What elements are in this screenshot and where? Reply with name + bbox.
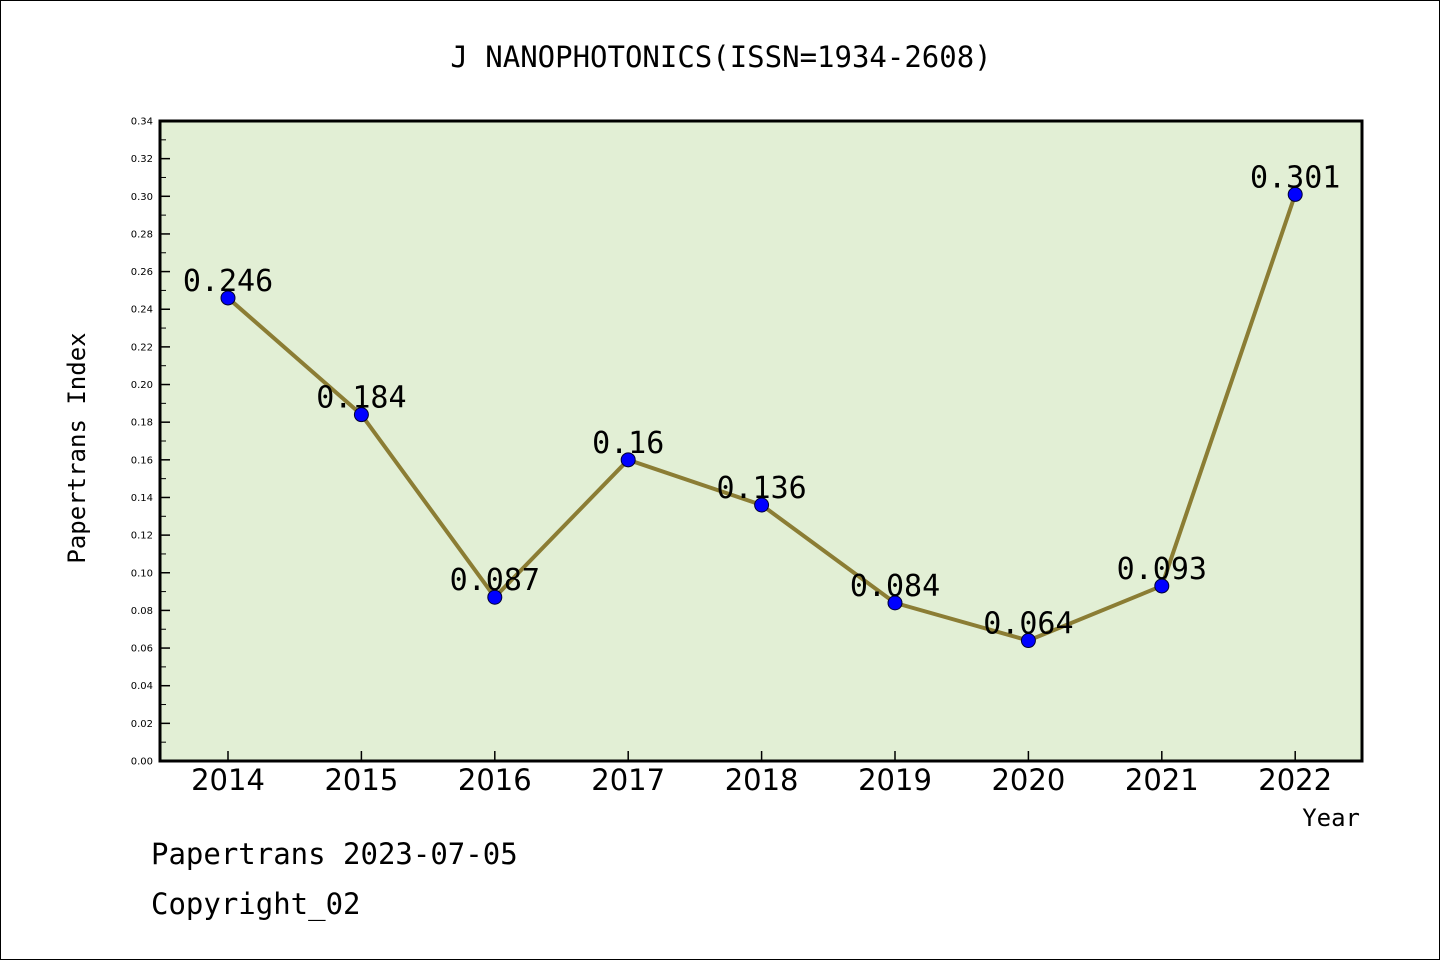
y-tick-label: 0.20 bbox=[131, 380, 153, 391]
x-tick-label: 2014 bbox=[191, 763, 265, 797]
y-axis-ticks: 0.00 0.02 0.04 0.06 0.08 0.10 0.12 0.14 0.16 0.18… bbox=[131, 117, 170, 768]
data-label: 0.084 bbox=[850, 569, 940, 604]
y-tick-label: 0.14 bbox=[131, 493, 153, 504]
y-tick-label: 0.08 bbox=[131, 606, 153, 617]
x-tick-label: 2020 bbox=[991, 763, 1065, 797]
x-tick-label: 2019 bbox=[858, 763, 932, 797]
data-point bbox=[620, 452, 636, 468]
data-label: 0.184 bbox=[316, 381, 406, 416]
data-label: 0.087 bbox=[450, 563, 540, 598]
data-label: 0.093 bbox=[1117, 552, 1207, 587]
data-label: 0.246 bbox=[183, 264, 273, 299]
x-tick-label: 2018 bbox=[725, 763, 799, 797]
y-tick-label: 0.26 bbox=[131, 267, 153, 278]
y-tick-label: 0.04 bbox=[131, 681, 153, 692]
data-point bbox=[887, 595, 903, 611]
y-tick-label: 0.24 bbox=[131, 305, 153, 316]
y-tick-label: 0.00 bbox=[131, 757, 153, 768]
y-tick-label: 0.22 bbox=[131, 342, 153, 353]
y-tick-label: 0.18 bbox=[131, 418, 153, 429]
data-point bbox=[754, 497, 770, 513]
y-tick-label: 0.12 bbox=[131, 531, 153, 542]
y-tick-label: 0.28 bbox=[131, 229, 153, 240]
y-tick-label: 0.32 bbox=[131, 154, 153, 165]
data-point bbox=[1287, 186, 1303, 202]
plot-area bbox=[158, 119, 1364, 763]
data-label: 0.064 bbox=[983, 607, 1073, 642]
data-label: 0.301 bbox=[1250, 160, 1340, 195]
x-tick-label: 2017 bbox=[591, 763, 665, 797]
data-point bbox=[487, 589, 503, 605]
data-label: 0.16 bbox=[592, 426, 664, 461]
data-labels: 0.246 0.184 0.087 0.16 0.136 0.084 0.064 0.093 0… bbox=[183, 160, 1341, 641]
y-tick-label: 0.10 bbox=[131, 568, 153, 579]
y-tick-label: 0.30 bbox=[131, 192, 153, 203]
y-tick-label: 0.16 bbox=[131, 455, 153, 466]
y-tick-label: 0.06 bbox=[131, 644, 153, 655]
footer-date: Papertrans 2023-07-05 bbox=[151, 837, 518, 871]
footer-copyright: Copyright_02 bbox=[151, 887, 361, 922]
data-label: 0.136 bbox=[716, 471, 806, 506]
chart-title: J NANOPHOTONICS(ISSN=1934-2608) bbox=[450, 40, 991, 74]
data-points bbox=[220, 186, 1303, 649]
x-axis-label: Year bbox=[1302, 804, 1360, 832]
y-tick-label: 0.02 bbox=[131, 719, 153, 730]
data-point bbox=[1154, 578, 1170, 594]
data-point bbox=[353, 407, 369, 423]
x-axis-ticks: 2014 2015 2016 2017 2018 2019 2020 2021 2022 bbox=[191, 751, 1332, 797]
x-tick-label: 2021 bbox=[1125, 763, 1199, 797]
x-tick-label: 2016 bbox=[458, 763, 532, 797]
y-axis-label: Papertrans Index bbox=[63, 332, 91, 563]
x-tick-label: 2022 bbox=[1258, 763, 1332, 797]
y-tick-label: 0.34 bbox=[131, 117, 153, 128]
data-point bbox=[1020, 633, 1036, 649]
x-tick-label: 2015 bbox=[324, 763, 398, 797]
data-point bbox=[220, 290, 236, 306]
